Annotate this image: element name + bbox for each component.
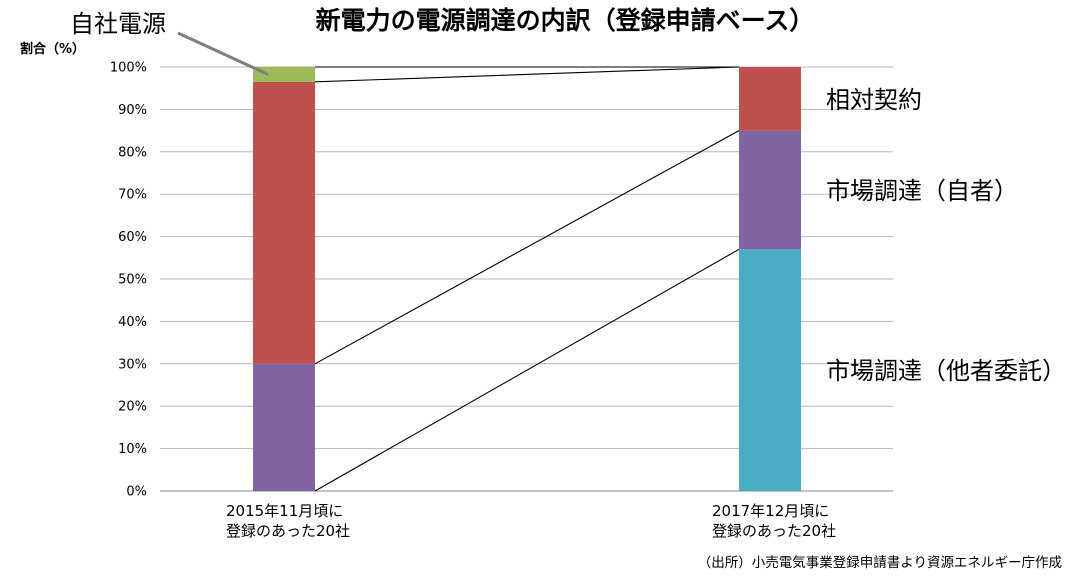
bar-segment <box>253 81 315 364</box>
y-tick-labels: 0% 10% 20% 30% 40% 50% 60% 70% 80% 90% 100% <box>110 61 147 500</box>
y-tick-label: 90% <box>118 103 147 118</box>
y-tick-label: 100% <box>110 61 147 76</box>
series-labels: 市場調達（他者委託） 市場調達（自者） 相対契約 <box>826 86 1066 385</box>
connector-line <box>314 66 740 83</box>
source-note: （出所）小売電気事業登録申請書より資源エネルギー庁作成 <box>698 555 1062 571</box>
bar-segment <box>739 130 801 250</box>
bars <box>253 67 801 491</box>
callout: 自社電源 <box>70 10 269 76</box>
y-tick-label: 80% <box>118 145 147 160</box>
bar-segment <box>739 249 801 491</box>
y-axis-label: 割合（%） <box>20 41 85 57</box>
x-category-labels: 2015年11月頃に登録のあった20社 2017年12月頃に登録のあった20社 <box>226 502 836 540</box>
y-tick-label: 30% <box>118 357 147 372</box>
connector-line <box>314 130 740 365</box>
connector-line <box>314 248 740 492</box>
y-tick-label: 40% <box>118 315 147 330</box>
y-tick-label: 10% <box>118 442 147 457</box>
series-label: 市場調達（他者委託） <box>826 357 1066 385</box>
series-label: 相対契約 <box>826 86 922 114</box>
x-category-label: 2017年12月頃に登録のあった20社 <box>712 502 836 540</box>
bar-segment <box>253 67 315 82</box>
bar-segment <box>739 67 801 131</box>
bar-segment <box>253 363 315 491</box>
callout-pointer <box>177 31 269 76</box>
connector-lines <box>314 66 740 492</box>
y-tick-label: 50% <box>118 273 147 288</box>
y-tick-label: 60% <box>118 230 147 245</box>
y-tick-label: 20% <box>118 400 147 415</box>
series-label: 市場調達（自者） <box>826 177 1018 205</box>
y-tick-label: 0% <box>126 485 147 500</box>
y-tick-label: 70% <box>118 188 147 203</box>
x-category-label: 2015年11月頃に登録のあった20社 <box>226 502 350 540</box>
chart-title: 新電力の電源調達の内訳（登録申請ベース） <box>316 6 815 35</box>
callout-label: 自社電源 <box>70 10 166 38</box>
